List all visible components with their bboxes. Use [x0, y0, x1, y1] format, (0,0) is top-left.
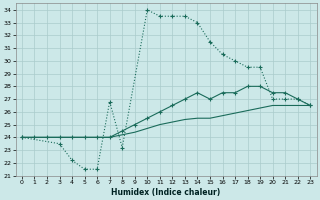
X-axis label: Humidex (Indice chaleur): Humidex (Indice chaleur): [111, 188, 221, 197]
